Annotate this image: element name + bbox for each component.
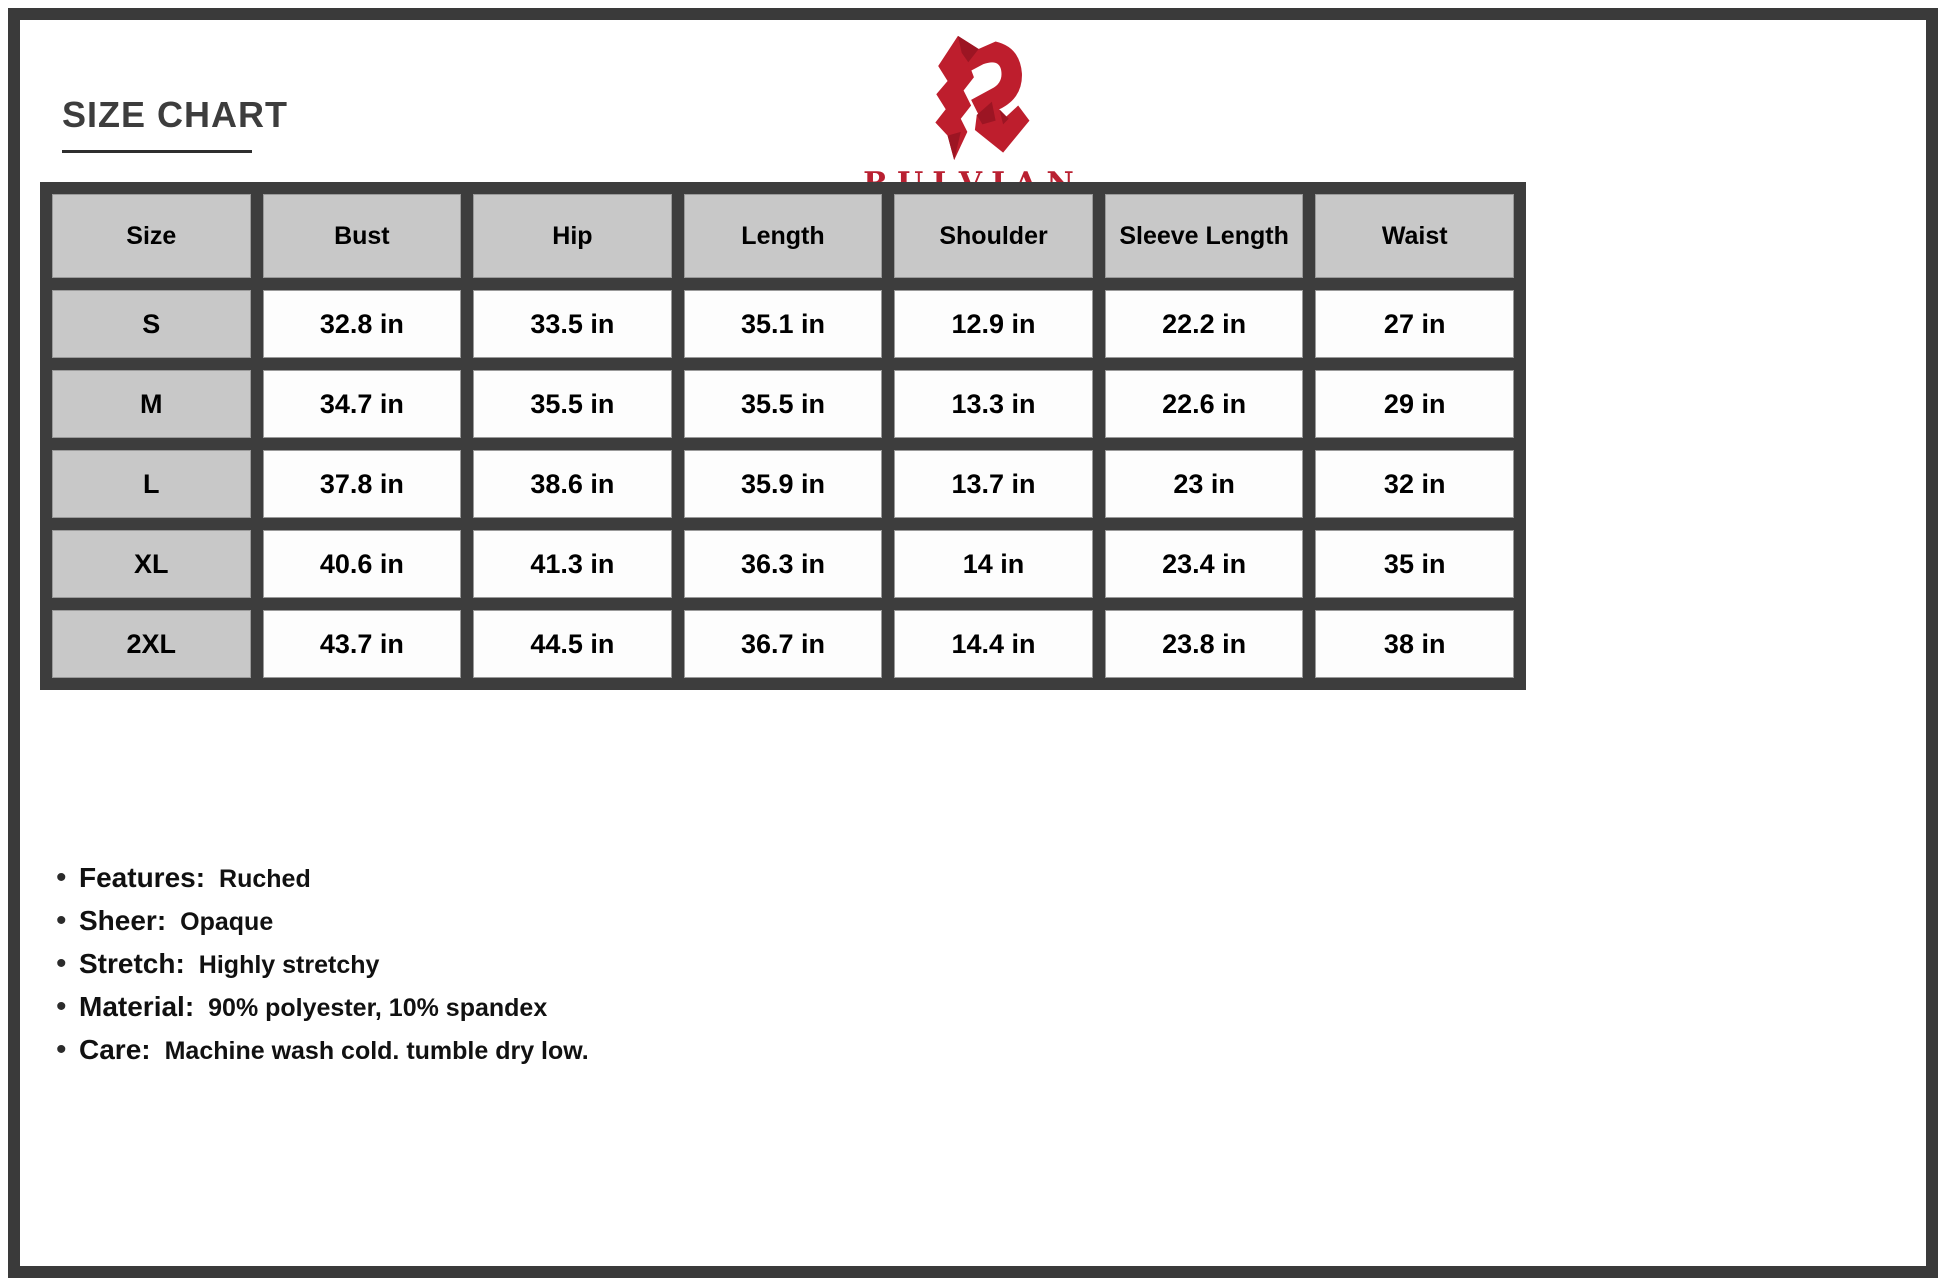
measurement-cell: 32.8 in <box>262 290 462 358</box>
measurement-cell: 36.3 in <box>683 530 883 598</box>
measurement-cell: 23.4 in <box>1104 530 1304 598</box>
measurement-cell: 14 in <box>894 530 1093 598</box>
list-item: • Sheer: Opaque <box>56 905 589 937</box>
measurement-cell: 13.3 in <box>894 370 1093 438</box>
measurement-cell: 38 in <box>1315 610 1514 678</box>
detail-value: Highly stretchy <box>198 951 380 979</box>
size-cell: S <box>52 290 251 358</box>
table-row: S 32.8 in 33.5 in 35.1 in 12.9 in 22.2 i… <box>52 290 1514 358</box>
detail-value: 90% polyester, 10% spandex <box>208 994 548 1022</box>
size-cell: L <box>52 450 251 518</box>
measurement-cell: 40.6 in <box>262 530 462 598</box>
list-item: • Stretch: Highly stretchy <box>56 948 589 980</box>
measurement-cell: 35.1 in <box>683 290 883 358</box>
product-details-list: • Features: Ruched • Sheer: Opaque • Str… <box>56 862 589 1077</box>
bullet-icon: • <box>56 1033 67 1066</box>
brand-logo: RULVIAN <box>0 34 1946 201</box>
detail-value: Ruched <box>219 865 311 893</box>
measurement-cell: 27 in <box>1315 290 1514 358</box>
detail-label: Features: <box>79 862 206 893</box>
table-row: M 34.7 in 35.5 in 35.5 in 13.3 in 22.6 i… <box>52 370 1514 438</box>
measurement-cell: 38.6 in <box>473 450 672 518</box>
list-item: • Features: Ruched <box>56 862 589 894</box>
measurement-cell: 35.9 in <box>683 450 883 518</box>
measurement-cell: 23 in <box>1104 450 1304 518</box>
column-header-length: Length <box>683 194 883 278</box>
detail-label: Care: <box>79 1034 151 1065</box>
bullet-icon: • <box>56 861 67 894</box>
bullet-icon: • <box>56 947 67 980</box>
measurement-cell: 37.8 in <box>262 450 462 518</box>
detail-value: Machine wash cold. tumble dry low. <box>164 1037 589 1065</box>
bullet-icon: • <box>56 904 67 937</box>
detail-value: Opaque <box>180 908 274 936</box>
page-title: SIZE CHART <box>62 94 288 135</box>
column-header-waist: Waist <box>1315 194 1514 278</box>
size-cell: M <box>52 370 251 438</box>
measurement-cell: 44.5 in <box>473 610 672 678</box>
measurement-cell: 43.7 in <box>262 610 462 678</box>
list-item: • Care: Machine wash cold. tumble dry lo… <box>56 1034 589 1066</box>
column-header-shoulder: Shoulder <box>894 194 1093 278</box>
measurement-cell: 35.5 in <box>683 370 883 438</box>
column-header-hip: Hip <box>473 194 672 278</box>
detail-label: Stretch: <box>79 948 185 979</box>
measurement-cell: 12.9 in <box>894 290 1093 358</box>
measurement-cell: 32 in <box>1315 450 1514 518</box>
list-item: • Material: 90% polyester, 10% spandex <box>56 991 589 1023</box>
measurement-cell: 22.6 in <box>1104 370 1304 438</box>
measurement-cell: 41.3 in <box>473 530 672 598</box>
measurement-cell: 36.7 in <box>683 610 883 678</box>
column-header-bust: Bust <box>262 194 462 278</box>
measurement-cell: 23.8 in <box>1104 610 1304 678</box>
measurement-cell: 13.7 in <box>894 450 1093 518</box>
measurement-cell: 14.4 in <box>894 610 1093 678</box>
table-row: 2XL 43.7 in 44.5 in 36.7 in 14.4 in 23.8… <box>52 610 1514 678</box>
column-header-size: Size <box>52 194 251 278</box>
size-cell: 2XL <box>52 610 251 678</box>
table-row: XL 40.6 in 41.3 in 36.3 in 14 in 23.4 in… <box>52 530 1514 598</box>
angular-r-monogram-icon <box>935 35 1030 161</box>
table-row: L 37.8 in 38.6 in 35.9 in 13.7 in 23 in … <box>52 450 1514 518</box>
measurement-cell: 35.5 in <box>473 370 672 438</box>
detail-label: Material: <box>79 991 195 1022</box>
title-underline <box>62 150 252 153</box>
column-header-sleeve-length: Sleeve Length <box>1104 194 1304 278</box>
detail-label: Sheer: <box>79 905 167 936</box>
measurement-cell: 33.5 in <box>473 290 672 358</box>
size-cell: XL <box>52 530 251 598</box>
measurement-cell: 35 in <box>1315 530 1514 598</box>
measurement-cell: 22.2 in <box>1104 290 1304 358</box>
size-chart-table: Size Bust Hip Length Shoulder Sleeve Len… <box>40 182 1526 690</box>
table-header-row: Size Bust Hip Length Shoulder Sleeve Len… <box>52 194 1514 278</box>
bullet-icon: • <box>56 990 67 1023</box>
measurement-cell: 34.7 in <box>262 370 462 438</box>
measurement-cell: 29 in <box>1315 370 1514 438</box>
